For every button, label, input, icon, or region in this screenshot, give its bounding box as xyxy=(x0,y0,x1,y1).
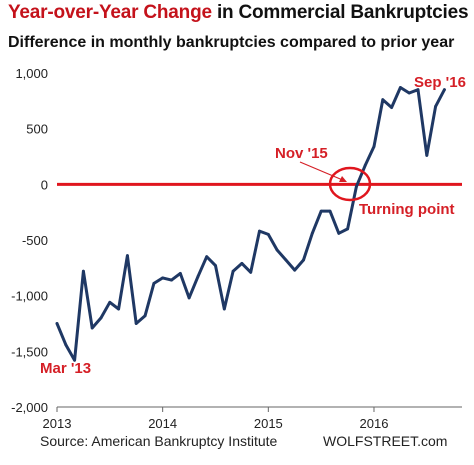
data-point xyxy=(152,282,156,285)
y-tick-label: -2,000 xyxy=(11,400,48,415)
chart-title-highlight: Year-over-Year Change xyxy=(8,2,212,23)
y-tick-label: 500 xyxy=(26,122,48,137)
data-point xyxy=(434,105,437,108)
annotation-nov15-arrowhead xyxy=(339,176,347,182)
x-tick-label: 2015 xyxy=(254,416,283,431)
data-point xyxy=(275,248,279,252)
y-tick-label: -500 xyxy=(22,233,48,248)
data-point xyxy=(293,268,297,272)
y-tick-label: 1,000 xyxy=(15,66,48,81)
data-point xyxy=(222,307,226,311)
data-point xyxy=(425,154,429,157)
data-point xyxy=(249,270,253,274)
annotation-turning-point: Turning point xyxy=(359,201,455,218)
data-point xyxy=(214,264,217,267)
x-tick-label: 2016 xyxy=(360,416,389,431)
brand-credit: WOLFSTREET.com xyxy=(323,433,447,449)
data-point xyxy=(161,276,165,280)
chart-subtitle: Difference in monthly bankruptcies compa… xyxy=(8,34,455,51)
data-point xyxy=(90,326,94,330)
data-point xyxy=(117,307,120,311)
source-note: Source: American Bankruptcy Institute xyxy=(40,433,278,449)
annotation-mar13: Mar '13 xyxy=(40,360,91,377)
y-axis: 1,000 500 0 -500 -1,000 -1,500 -2,000 xyxy=(11,66,48,415)
x-tick-label: 2014 xyxy=(148,416,177,431)
data-point xyxy=(240,262,244,265)
data-point xyxy=(399,86,402,89)
annotation-sep16: Sep '16 xyxy=(414,74,466,91)
series-line xyxy=(55,86,446,362)
y-tick-label: 0 xyxy=(41,177,48,192)
data-point xyxy=(187,296,191,300)
y-tick-label: -1,000 xyxy=(11,289,48,304)
x-tick-label: 2013 xyxy=(43,416,72,431)
x-axis: 2013 2014 2015 2016 xyxy=(43,406,462,431)
data-point xyxy=(346,227,349,231)
data-point xyxy=(443,88,446,92)
data-point xyxy=(390,106,393,109)
data-point xyxy=(284,258,288,262)
data-point xyxy=(258,229,261,233)
chart-title-rest: in Commercial Bankruptcies xyxy=(211,2,469,23)
data-point xyxy=(126,254,129,257)
data-point xyxy=(363,164,367,167)
data-point xyxy=(143,314,147,318)
data-point xyxy=(64,343,68,347)
data-point xyxy=(302,258,305,262)
data-point xyxy=(231,269,235,273)
data-point xyxy=(381,98,385,102)
data-point xyxy=(108,300,112,304)
series-points xyxy=(55,86,446,362)
data-point xyxy=(178,272,182,275)
data-point xyxy=(170,278,173,282)
data-point xyxy=(416,88,420,92)
data-point xyxy=(82,269,85,273)
data-point xyxy=(337,231,341,235)
chart-title: Year-over-Year Change in Commercial Bank… xyxy=(8,2,469,24)
y-tick-label: -1,500 xyxy=(11,344,48,359)
data-point xyxy=(372,145,376,148)
data-point xyxy=(328,209,332,213)
data-point xyxy=(134,322,138,325)
data-point xyxy=(196,275,200,279)
data-point xyxy=(319,209,323,213)
annotation-nov15: Nov '15 xyxy=(275,145,328,162)
data-point xyxy=(407,91,411,95)
data-point xyxy=(355,185,358,189)
turning-point-circle xyxy=(328,166,372,202)
data-point xyxy=(99,316,103,320)
data-point xyxy=(73,358,76,362)
data-point xyxy=(55,322,59,325)
data-point xyxy=(205,255,209,259)
annotation-nov15-arrow xyxy=(299,161,346,182)
data-point xyxy=(310,231,314,235)
data-point xyxy=(266,233,270,236)
